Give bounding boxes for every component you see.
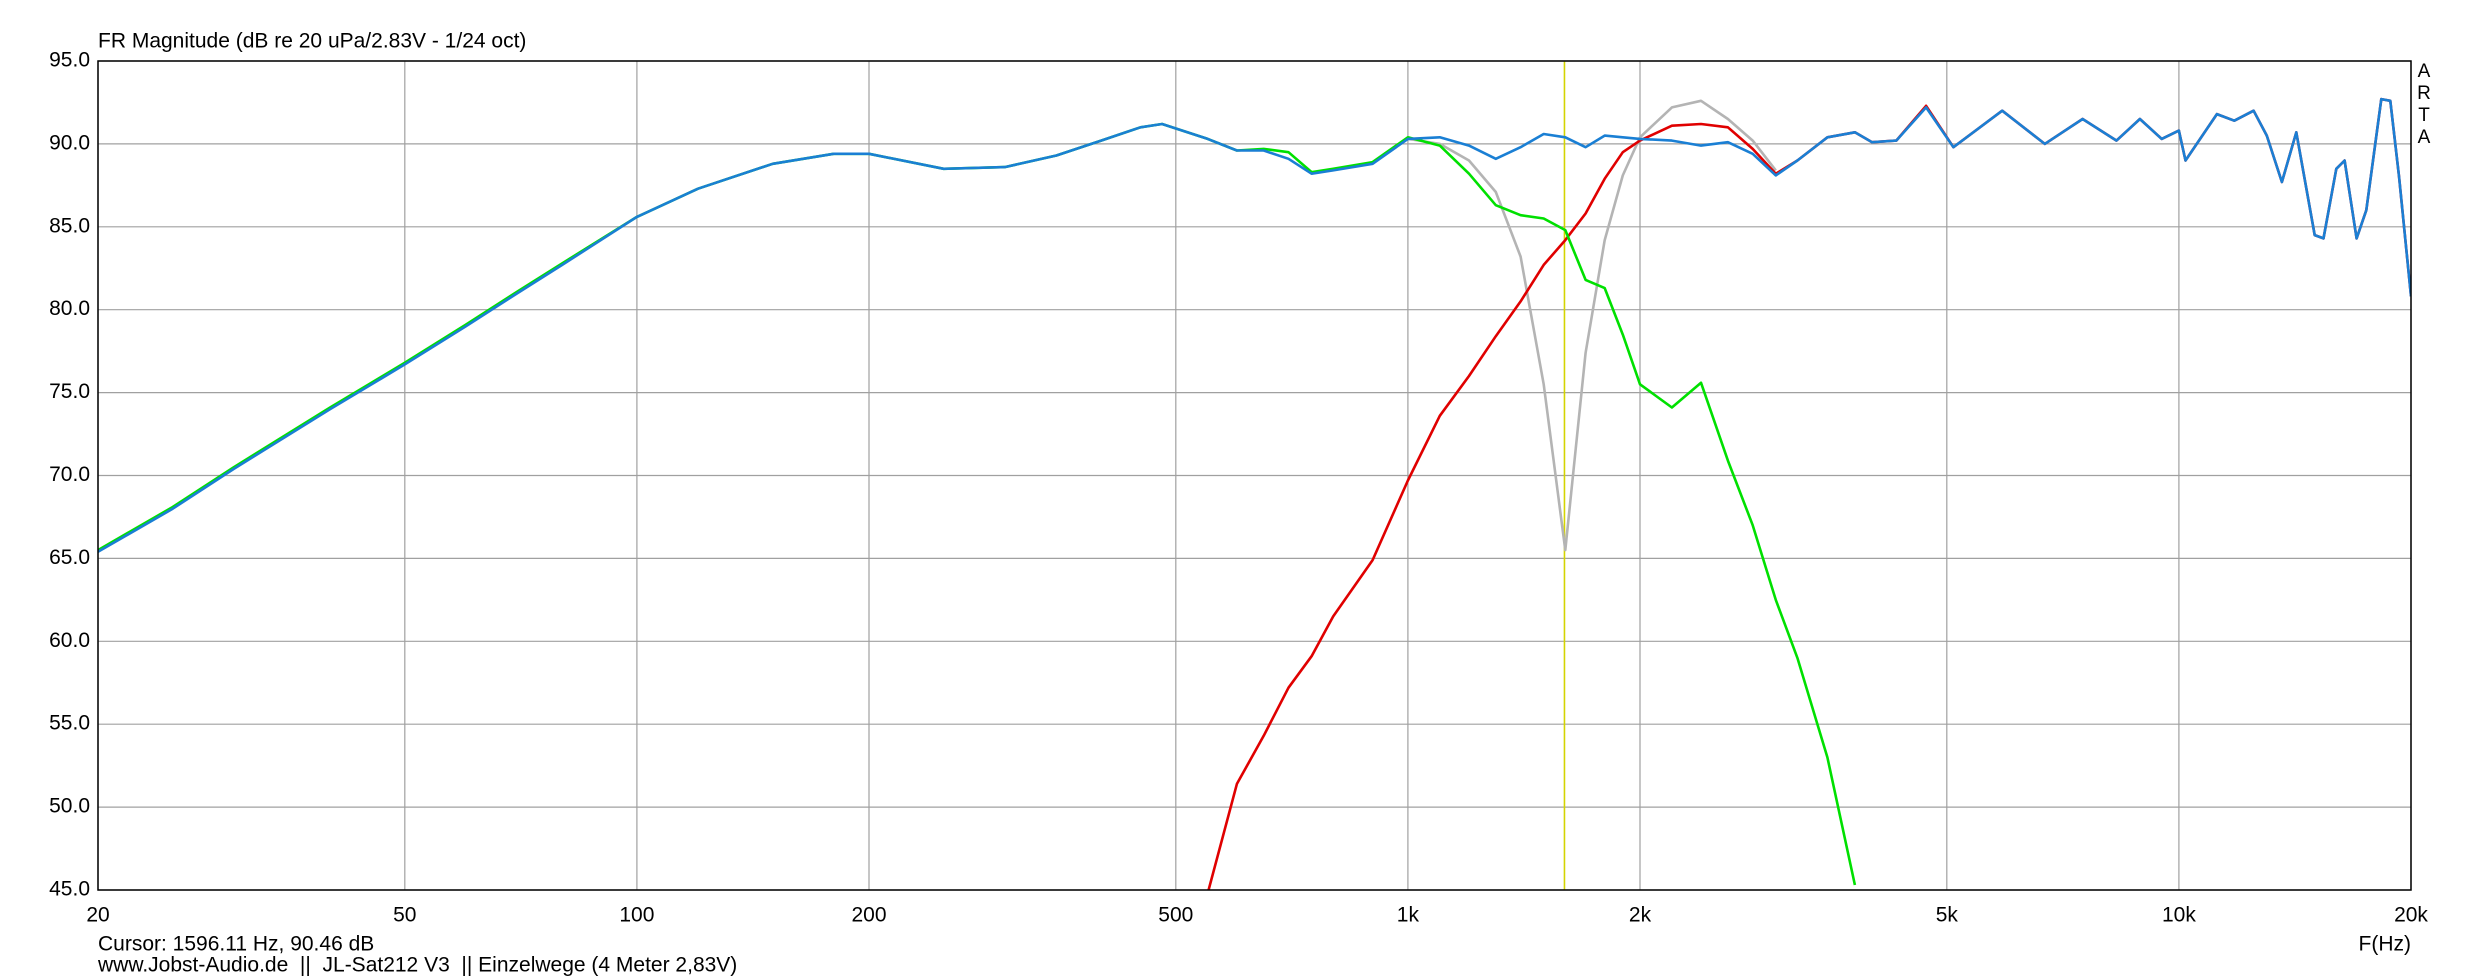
y-tick-label: 90.0: [49, 131, 90, 154]
x-tick-label: 2k: [1629, 904, 1652, 927]
cursor-readout: Cursor: 1596.11 Hz, 90.46 dB: [98, 933, 374, 956]
watermark-letter: R: [2417, 83, 2431, 104]
plot-area: [98, 97, 2411, 890]
y-tick-label: 80.0: [49, 297, 90, 320]
x-tick-label: 20: [86, 904, 109, 927]
x-tick-label: 10k: [2162, 904, 2196, 927]
x-tick-label: 500: [1158, 904, 1193, 927]
y-tick-label: 70.0: [49, 463, 90, 486]
y-tick-label: 75.0: [49, 380, 90, 403]
response-curve: [1407, 99, 1777, 552]
x-tick-label: 100: [619, 904, 654, 927]
chart-title: FR Magnitude (dB re 20 uPa/2.83V - 1/24 …: [98, 30, 526, 53]
y-tick-label: 60.0: [49, 629, 90, 652]
x-tick-label: 20k: [2394, 904, 2428, 927]
y-tick-label: 65.0: [49, 546, 90, 569]
x-axis-label: F(Hz): [2359, 933, 2411, 956]
watermark-letter: A: [2418, 61, 2431, 82]
y-tick-label: 85.0: [49, 214, 90, 237]
y-tick-label: 95.0: [49, 49, 90, 72]
y-tick-label: 50.0: [49, 795, 90, 818]
x-tick-label: 5k: [1936, 904, 1959, 927]
plot-frame: [97, 60, 2412, 891]
watermark-letter: A: [2418, 127, 2431, 148]
x-tick-label: 1k: [1397, 904, 1420, 927]
watermark-letter: T: [2418, 105, 2430, 126]
y-tick-label: 55.0: [49, 712, 90, 735]
response-curve: [1207, 97, 2411, 890]
response-curve: [98, 97, 2411, 553]
x-tick-label: 50: [393, 904, 416, 927]
response-curve: [98, 122, 1857, 886]
y-tick-label: 45.0: [49, 878, 90, 901]
footer: www.Jobst-Audio.de || JL-Sat212 V3 || Ei…: [97, 954, 737, 977]
x-tick-label: 200: [851, 904, 886, 927]
